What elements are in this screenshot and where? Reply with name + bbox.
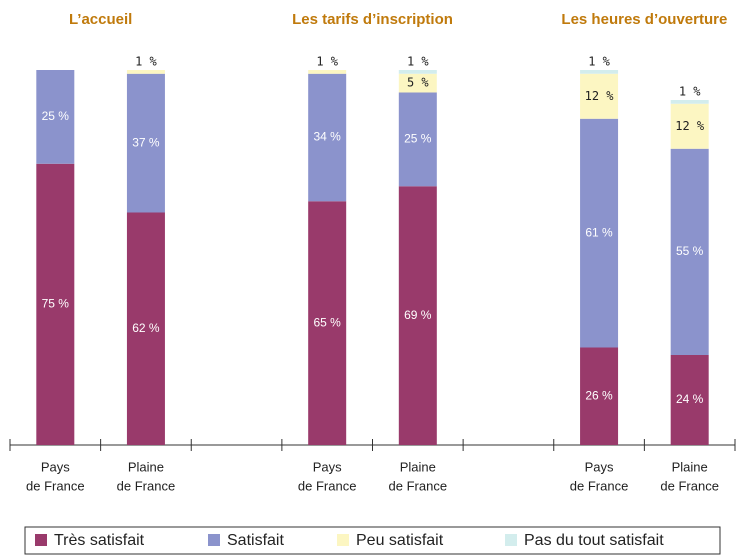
panel-title: L’accueil xyxy=(69,11,132,28)
value-label: 34 % xyxy=(314,130,342,144)
legend-label: Peu satisfait xyxy=(356,532,444,549)
x-tick-label: Pays xyxy=(313,459,342,474)
legend-label: Satisfait xyxy=(227,532,284,549)
bar-segment xyxy=(36,163,75,445)
value-label: 1 % xyxy=(588,55,610,69)
value-label: 1 % xyxy=(316,55,338,69)
panel-title: Les tarifs d’inscription xyxy=(292,11,453,28)
legend-swatch xyxy=(337,534,349,546)
legend-swatch xyxy=(208,534,220,546)
bar-segment xyxy=(308,73,347,202)
value-label: 12 % xyxy=(585,89,615,103)
value-label: 1 % xyxy=(135,55,157,69)
value-label: 25 % xyxy=(404,132,432,146)
bar-segment xyxy=(398,73,437,93)
panel-title: Les heures d’ouverture xyxy=(561,11,727,28)
bar-segment xyxy=(398,70,437,74)
value-label: 61 % xyxy=(585,225,613,239)
value-label: 65 % xyxy=(314,315,342,329)
value-label: 75 % xyxy=(42,297,70,311)
x-tick-label: Plaine xyxy=(400,459,436,474)
bar-segment xyxy=(580,347,619,445)
legend-swatch xyxy=(505,534,517,546)
value-label: 24 % xyxy=(676,392,704,406)
x-tick-label: Pays xyxy=(585,459,614,474)
bar-segment xyxy=(308,201,347,445)
value-label: 25 % xyxy=(42,109,70,123)
value-label: 37 % xyxy=(132,135,160,149)
bar-segment xyxy=(670,355,709,445)
legend-swatch xyxy=(35,534,47,546)
x-tick-label: Pays xyxy=(41,459,70,474)
x-tick-label: de France xyxy=(570,478,629,493)
bar-segment xyxy=(670,100,709,104)
value-label: 62 % xyxy=(132,321,160,335)
value-label: 69 % xyxy=(404,308,432,322)
value-label: 55 % xyxy=(676,244,704,258)
bar-segment xyxy=(398,92,437,187)
legend-label: Pas du tout satisfait xyxy=(524,532,664,549)
bar-segment xyxy=(670,103,709,149)
value-label: 5 % xyxy=(407,76,429,90)
bar-segment xyxy=(36,70,75,164)
x-tick-label: de France xyxy=(117,478,176,493)
x-tick-label: Plaine xyxy=(672,459,708,474)
value-label: 26 % xyxy=(585,388,613,402)
legend-box xyxy=(24,526,721,555)
x-tick-label: de France xyxy=(26,478,85,493)
x-tick-label: de France xyxy=(298,478,357,493)
bar-segment xyxy=(580,118,619,348)
bar-segment xyxy=(126,70,165,74)
legend-label: Très satisfait xyxy=(54,532,145,549)
bar-segment xyxy=(580,70,619,74)
bar-segment xyxy=(580,73,619,119)
bar-segment xyxy=(126,73,165,213)
x-tick-label: de France xyxy=(660,478,719,493)
bar-segment xyxy=(308,70,347,74)
value-label: 12 % xyxy=(675,119,705,133)
bar-segment xyxy=(126,212,165,445)
bar-segment xyxy=(398,186,437,445)
x-tick-label: de France xyxy=(389,478,448,493)
x-tick-label: Plaine xyxy=(128,459,164,474)
value-label: 1 % xyxy=(407,55,429,69)
value-label: 1 % xyxy=(679,85,701,99)
bar-segment xyxy=(670,148,709,355)
